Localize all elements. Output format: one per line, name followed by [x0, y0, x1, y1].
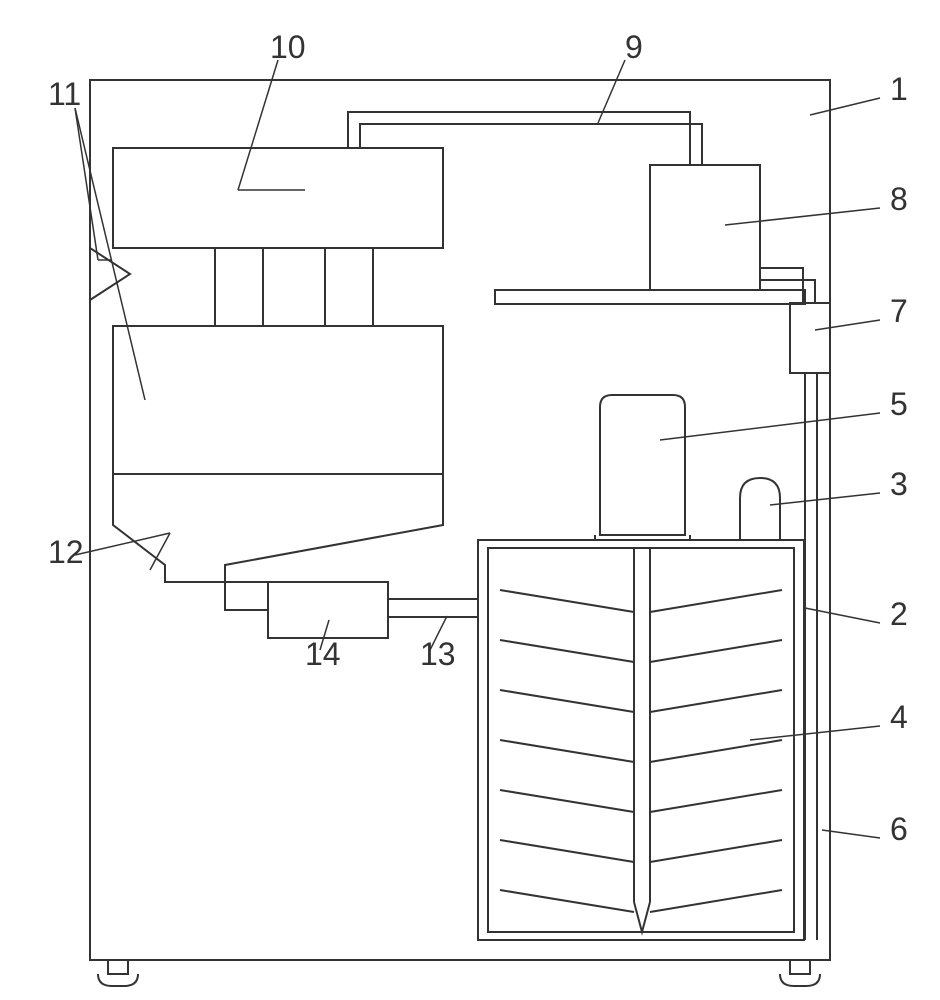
label-1: 1 [890, 71, 908, 107]
label-4: 4 [890, 699, 908, 735]
component-11 [113, 326, 443, 474]
label-12: 12 [48, 534, 84, 570]
shelf [495, 290, 805, 304]
blade-4 [650, 840, 782, 862]
leader-line [815, 320, 880, 330]
label-5: 5 [890, 386, 908, 422]
leader-line [598, 60, 625, 123]
component-14 [268, 582, 388, 638]
label-9: 9 [625, 29, 643, 65]
hopper-12 [113, 474, 443, 582]
label-3: 3 [890, 466, 908, 502]
blade-4 [650, 890, 782, 912]
blade-4 [500, 590, 634, 612]
leader-line [810, 98, 880, 115]
leader-line [150, 533, 170, 570]
blade-4 [650, 590, 782, 612]
leader-line [660, 413, 880, 440]
blade-4 [650, 740, 782, 762]
label-10: 10 [270, 29, 306, 65]
label-14: 14 [305, 636, 341, 672]
technical-diagram: 1234567891011121314 [0, 0, 940, 1000]
blade-4 [500, 690, 634, 712]
outer-enclosure [90, 80, 830, 960]
blade-4 [650, 790, 782, 812]
component-3 [740, 478, 780, 540]
label-6: 6 [890, 811, 908, 847]
pipe-9 [348, 112, 690, 165]
blade-4 [650, 640, 782, 662]
blade-4 [500, 740, 634, 762]
blade-4 [500, 790, 634, 812]
label-2: 2 [890, 596, 908, 632]
leader-line [725, 208, 880, 225]
label-13: 13 [420, 636, 456, 672]
blade-4 [500, 640, 634, 662]
leader-line [75, 108, 98, 260]
blade-4 [500, 840, 634, 862]
label-7: 7 [890, 293, 908, 329]
component-8 [650, 165, 760, 290]
leader-line [75, 108, 145, 400]
label-8: 8 [890, 181, 908, 217]
label-11: 11 [48, 76, 81, 112]
component-7 [790, 303, 830, 373]
blade-4 [650, 690, 782, 712]
motor-5 [600, 395, 685, 535]
pipe-13 [388, 599, 478, 617]
leader-line [770, 493, 880, 505]
blade-4 [500, 890, 634, 912]
component-10 [113, 148, 443, 248]
leader-line [750, 726, 880, 740]
